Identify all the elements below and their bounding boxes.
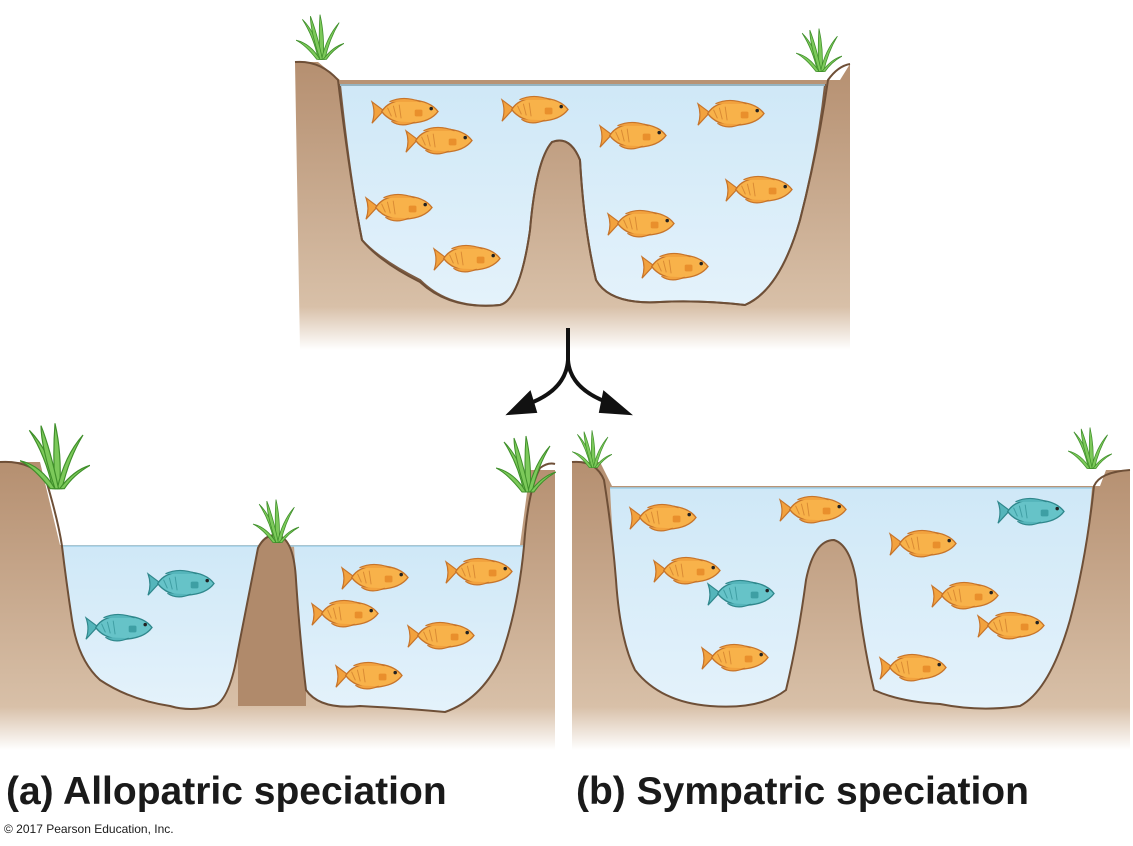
copyright-notice: © 2017 Pearson Education, Inc.: [4, 822, 174, 836]
grass-tuft-icon: [296, 14, 344, 60]
split-arrow-icon: [505, 328, 633, 416]
grass-tuft-icon: [796, 28, 842, 72]
grass-tuft-icon: [1068, 427, 1112, 469]
allopatric-caption: (a) Allopatric speciation: [6, 770, 447, 813]
allopatric-pond: [0, 422, 556, 750]
allopatric-barrier-ridge: [238, 535, 306, 706]
original-pond: [294, 14, 851, 350]
sympatric-caption: (b) Sympatric speciation: [576, 770, 1029, 813]
sympatric-pond: [571, 427, 1131, 750]
grass-tuft-icon: [252, 499, 300, 543]
